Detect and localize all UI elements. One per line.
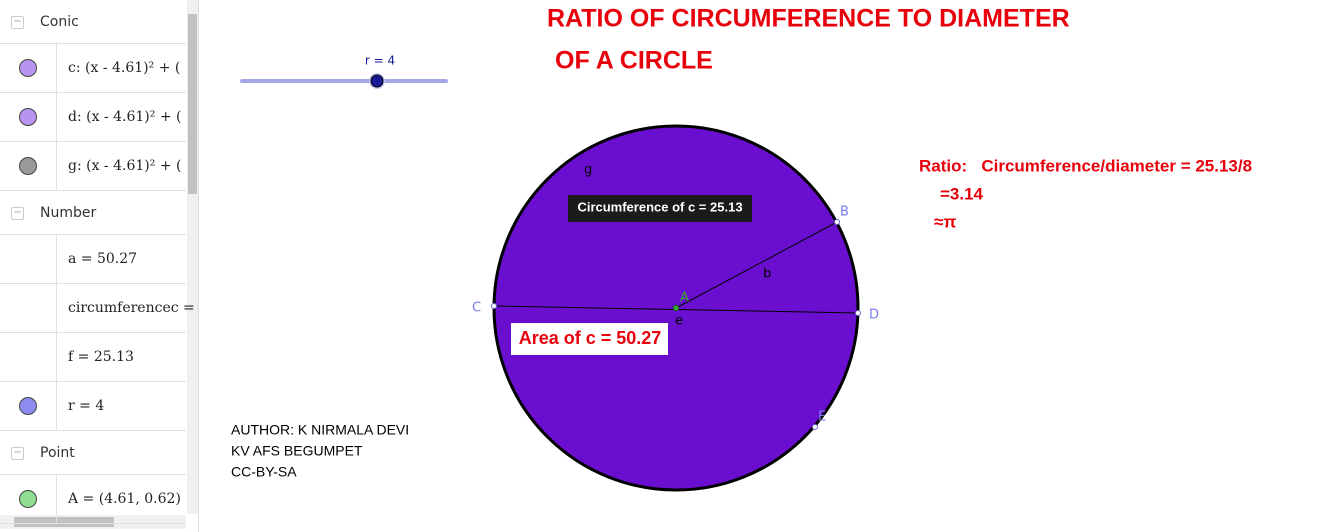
scroll-thumb[interactable] <box>188 14 197 194</box>
point[interactable] <box>834 219 840 225</box>
algebra-row[interactable]: r = 4 <box>0 382 186 431</box>
group-title: Point <box>40 444 75 461</box>
slider-label: r = 4 <box>365 54 395 68</box>
algebra-row[interactable]: c: (x - 4.61)² + ( <box>0 44 186 93</box>
author-line: CC-BY-SA <box>231 464 297 480</box>
group-title: Number <box>40 204 97 221</box>
point-label: B <box>840 205 849 220</box>
algebra-item: a = 50.27 <box>68 251 138 267</box>
label-box <box>568 195 752 222</box>
algebra-row[interactable]: d: (x - 4.61)² + ( <box>0 93 186 142</box>
point-label: D <box>869 308 879 323</box>
visibility-toggle[interactable] <box>19 397 37 415</box>
label-box <box>511 323 668 355</box>
horizontal-scrollbar[interactable] <box>0 515 186 529</box>
visibility-cell <box>0 475 57 523</box>
object-label: e <box>675 314 683 329</box>
point-label: A <box>680 291 689 306</box>
object-label: b <box>763 267 771 282</box>
collapse-toggle[interactable]: − <box>11 15 24 29</box>
visibility-toggle[interactable] <box>19 108 37 126</box>
algebra-row[interactable]: f = 25.13 <box>0 333 186 382</box>
algebra-item: f = 25.13 <box>68 349 134 365</box>
algebra-item: d: (x - 4.61)² + ( <box>68 109 182 125</box>
point-label: E <box>818 410 826 425</box>
group-header[interactable]: − Point <box>0 431 186 475</box>
algebra-row[interactable]: g: (x - 4.61)² + ( <box>0 142 186 191</box>
author-line: KV AFS BEGUMPET <box>231 443 363 459</box>
algebra-row[interactable]: circumferencec = <box>0 284 195 333</box>
group-header[interactable]: − Number <box>0 191 186 235</box>
visibility-cell <box>0 284 57 332</box>
visibility-toggle[interactable] <box>19 490 37 508</box>
object-label: g <box>584 163 592 178</box>
vertical-scrollbar[interactable] <box>187 0 198 514</box>
group-header[interactable]: − Conic <box>0 0 186 44</box>
algebra-item: circumferencec = <box>68 300 195 316</box>
circumference-label: Circumference of c = 25.13 <box>577 199 742 214</box>
visibility-cell <box>0 333 57 381</box>
visibility-cell <box>0 44 57 92</box>
visibility-cell <box>0 235 57 283</box>
author-line: AUTHOR: K NIRMALA DEVI <box>231 422 409 438</box>
point[interactable] <box>855 310 861 316</box>
ratio-text: =3.14 <box>940 184 984 203</box>
ratio-text: Ratio: Circumference/diameter = 25.13/8 <box>919 156 1252 175</box>
algebra-item: g: (x - 4.61)² + ( <box>68 158 182 174</box>
title-line: OF A CIRCLE <box>555 47 713 75</box>
ratio-text: ≈π <box>934 212 956 231</box>
group-title: Conic <box>40 13 79 30</box>
point[interactable] <box>672 304 680 312</box>
point[interactable] <box>812 424 818 430</box>
collapse-toggle[interactable]: − <box>11 206 24 220</box>
slider-knob[interactable] <box>370 74 384 88</box>
point[interactable] <box>491 303 497 309</box>
algebra-item: A = (4.61, 0.62) <box>68 491 181 507</box>
visibility-cell <box>0 93 57 141</box>
visibility-cell <box>0 142 57 190</box>
visibility-toggle[interactable] <box>19 59 37 77</box>
scroll-thumb[interactable] <box>14 517 114 527</box>
algebra-row[interactable]: a = 50.27 <box>0 235 186 284</box>
radius[interactable] <box>675 221 838 309</box>
visibility-cell <box>0 382 57 430</box>
algebra-row[interactable]: A = (4.61, 0.62) <box>0 475 186 524</box>
algebra-item: r = 4 <box>68 398 105 414</box>
title-line: RATIO OF CIRCUMFERENCE TO DIAMETER <box>547 5 1070 33</box>
area-label: Area of c = 50.27 <box>519 328 662 348</box>
algebra-item: c: (x - 4.61)² + ( <box>68 60 181 76</box>
point-label: C <box>472 301 481 316</box>
collapse-toggle[interactable]: − <box>11 446 24 460</box>
visibility-toggle[interactable] <box>19 157 37 175</box>
algebra-view: − Conic c: (x - 4.61)² + ( d: (x - 4.61)² +… <box>0 0 199 532</box>
